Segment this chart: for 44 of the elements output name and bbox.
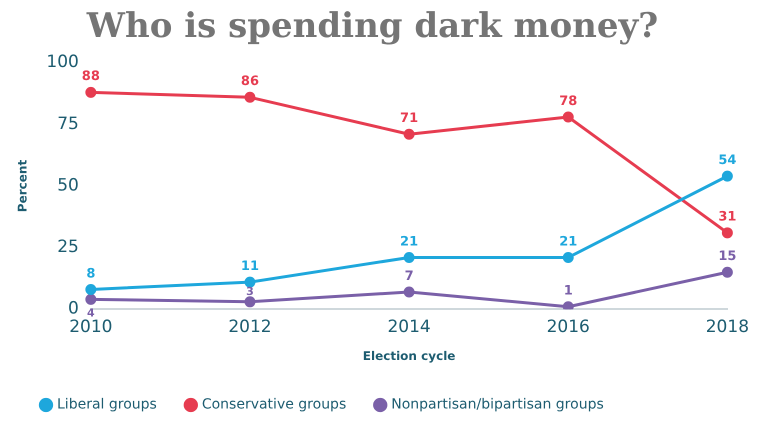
x-tick-label: 2012 — [228, 316, 272, 337]
x-axis-title: Election cycle — [362, 348, 456, 363]
point — [244, 92, 256, 103]
point — [85, 284, 96, 295]
point — [404, 252, 415, 263]
data-label: 1 — [564, 284, 573, 299]
data-label: 11 — [240, 258, 260, 274]
data-label: 21 — [400, 234, 418, 250]
point — [85, 294, 96, 305]
point — [244, 296, 256, 308]
data-label: 3 — [246, 285, 254, 298]
x-tick-label: 2014 — [387, 316, 431, 337]
data-label: 78 — [559, 94, 578, 109]
data-label: 88 — [82, 69, 100, 84]
data-label: 71 — [400, 111, 418, 126]
y-tick-label: 0 — [68, 298, 79, 319]
y-tick-label: 25 — [57, 237, 79, 258]
data-label: 15 — [718, 249, 736, 264]
data-label: 7 — [404, 268, 414, 284]
point — [722, 266, 733, 278]
y-axis-title: Percent — [15, 160, 30, 212]
point — [722, 227, 733, 238]
x-tick-label: 2016 — [546, 316, 590, 337]
point — [244, 276, 256, 288]
data-label: 21 — [559, 234, 578, 250]
data-label: 54 — [718, 153, 736, 168]
point — [404, 286, 415, 298]
data-label: 8 — [86, 266, 96, 282]
point — [562, 301, 574, 310]
point — [562, 252, 574, 263]
legend-label: Liberal groups — [57, 396, 157, 413]
chart-title: Who is spending dark money? — [86, 6, 658, 46]
point — [562, 112, 574, 123]
point — [722, 170, 733, 182]
data-label: 31 — [718, 210, 736, 225]
data-label: 86 — [240, 74, 260, 90]
legend-label: Conservative groups — [202, 396, 346, 413]
x-tick-label: 2018 — [706, 316, 749, 337]
point — [85, 86, 96, 98]
point — [404, 128, 415, 140]
y-tick-label: 100 — [46, 52, 79, 72]
legend-label: Nonpartisan/bipartisan groups — [391, 396, 604, 413]
y-tick-label: 50 — [57, 175, 79, 196]
y-tick-label: 75 — [57, 114, 79, 134]
